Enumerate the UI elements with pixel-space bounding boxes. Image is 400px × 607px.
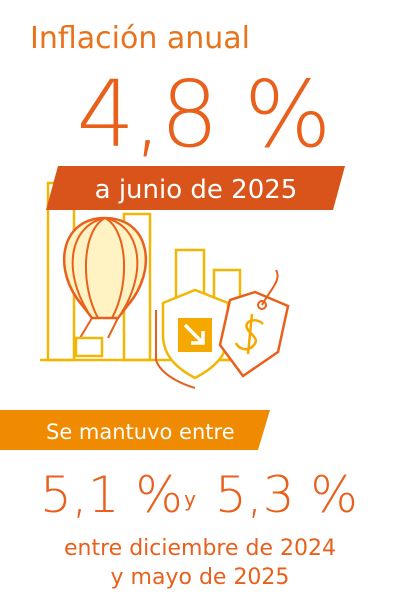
shield-accent (155, 310, 196, 389)
balloon-ropes (79, 317, 119, 339)
range-low: 5,1 % (40, 466, 183, 524)
balloon-icon (62, 216, 148, 358)
range-connector: y (184, 487, 196, 511)
shield-icon (155, 288, 230, 389)
range-banner (0, 410, 270, 450)
title: Inflación anual (30, 21, 250, 56)
headline-value: 4,8 % (77, 61, 330, 168)
down-arrow (183, 323, 205, 345)
date-banner (46, 166, 345, 210)
tag (218, 290, 290, 378)
dollar-sign (234, 313, 264, 355)
price-tag-icon (218, 269, 290, 378)
tag-hole (257, 300, 267, 310)
balloon-gores (71, 217, 139, 319)
period-line: entre diciembre de 2024 (64, 536, 336, 561)
range-high: 5,3 % (215, 466, 358, 524)
tag-string (261, 269, 279, 306)
balloon-envelope (62, 216, 148, 320)
balloon-basket (74, 336, 104, 358)
period-line: y mayo de 2025 (111, 565, 290, 590)
date-label: a junio de 2025 (95, 175, 298, 205)
range-label: Se mantuvo entre (46, 420, 235, 444)
